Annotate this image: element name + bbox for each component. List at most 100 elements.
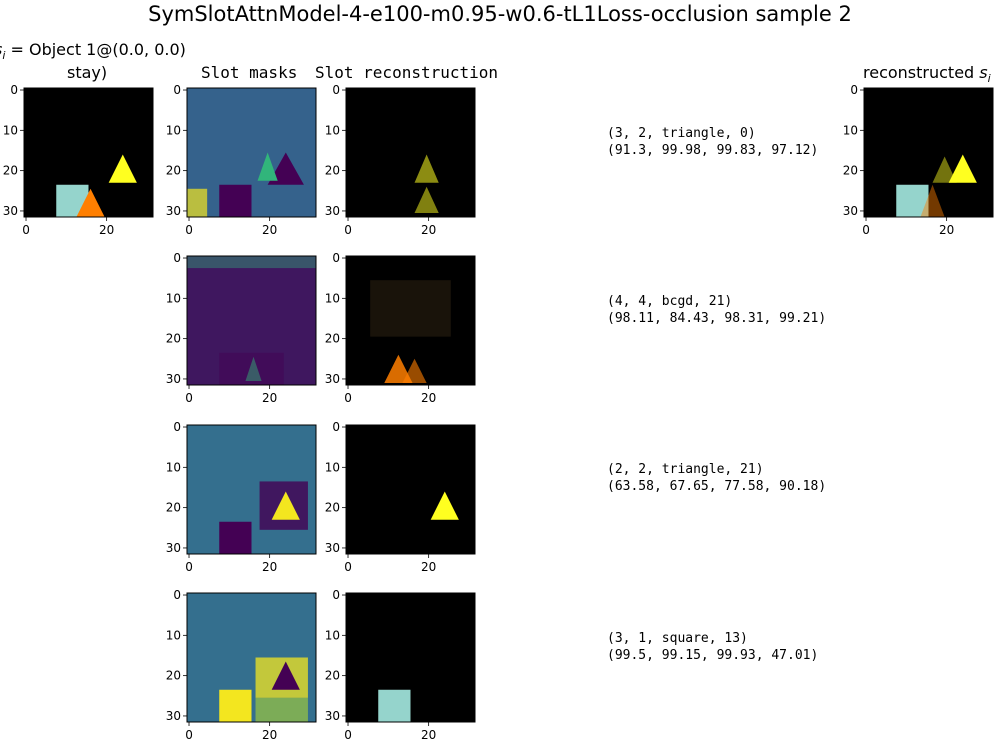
slot-3-recon-ytick-label-30: 30 — [325, 541, 340, 555]
slot-2-recon-xtick-label-20: 20 — [421, 391, 436, 405]
input-image: 0 10 20 30 0 20 — [3, 83, 154, 237]
reconstructed-image-xtick-label-20: 20 — [939, 223, 954, 237]
slot-2-mask-ytick-label-10: 10 — [166, 291, 181, 305]
slot-1-mask-xtick-label-0: 0 — [185, 223, 193, 237]
slot-3-recon-xtick-label-0: 0 — [344, 560, 352, 574]
slot-1-recon-blob-upper — [414, 154, 439, 183]
slot-3-recon: 0 10 20 30 0 20 — [325, 420, 476, 574]
slot-4-recon-ytick-label-10: 10 — [325, 628, 340, 642]
reconstructed-image-ytick-label-20: 20 — [843, 164, 858, 178]
reconstructed-image-ytick-label-0: 0 — [850, 83, 858, 97]
slot-3-mask-xtick-label-20: 20 — [262, 560, 277, 574]
slot-3-scores: (63.58, 67.65, 77.58, 90.18) — [607, 479, 827, 494]
slot-4-scores: (99.5, 99.15, 99.93, 47.01) — [607, 648, 819, 663]
slot-3-mask-xtick-label-0: 0 — [185, 560, 193, 574]
slot-4-recon-frame — [345, 592, 476, 723]
slot-1-recon-xtick-label-20: 20 — [421, 223, 436, 237]
reconstructed-image: 0 10 20 30 0 20 — [843, 83, 994, 237]
slot-1-recon-xtick-label-0: 0 — [344, 223, 352, 237]
slot-2-mask-ytick-label-30: 30 — [166, 372, 181, 386]
slot-4-recon: 0 10 20 30 0 20 — [325, 588, 476, 742]
slot-2-mask-dark-region — [219, 352, 284, 385]
slot-3-recon-xtick-label-20: 20 — [421, 560, 436, 574]
slot-1-mask-frame — [186, 87, 317, 218]
slot-2-mask-xtick-label-0: 0 — [185, 391, 193, 405]
reconstructed-image-square — [896, 184, 929, 217]
input-image-frame — [23, 87, 154, 218]
recon-header: Slot reconstruction — [315, 63, 499, 82]
slot-2-recon-ytick-label-20: 20 — [325, 332, 340, 346]
slot-4-recon-square — [378, 689, 411, 722]
input-image-ytick-label-20: 20 — [3, 164, 18, 178]
masks-header: Slot masks — [201, 63, 298, 82]
slot-1-recon: 0 10 20 30 0 20 — [325, 83, 476, 237]
slot-4-mask-xtick-label-20: 20 — [262, 728, 277, 742]
slot-1-recon-ytick-label-0: 0 — [332, 83, 340, 97]
slot-4-recon-ytick-label-0: 0 — [332, 588, 340, 602]
slot-2-recon-xtick-label-0: 0 — [344, 391, 352, 405]
slot-3-recon-ytick-label-20: 20 — [325, 501, 340, 515]
slot-1-scores: (91.3, 99.98, 99.83, 97.12) — [607, 143, 819, 158]
slot-2-recon-ytick-label-0: 0 — [332, 251, 340, 265]
slot-2-mask-frame — [186, 255, 317, 386]
input-image-xtick-label-0: 0 — [22, 223, 30, 237]
slot-2-recon-ytick-label-30: 30 — [325, 372, 340, 386]
slot-3-mask-ytick-label-0: 0 — [173, 420, 181, 434]
figure-title: SymSlotAttnModel-4-e100-m0.95-w0.6-tL1Lo… — [148, 2, 852, 26]
slot-1-recon-blob-lower — [414, 186, 439, 213]
slot-4-mask-ytick-label-30: 30 — [166, 709, 181, 723]
slot-1-recon-ytick-label-20: 20 — [325, 164, 340, 178]
slot-1-mask-ytick-label-20: 20 — [166, 164, 181, 178]
slot-1-tuple: (3, 2, triangle, 0) — [607, 126, 756, 141]
slot-2-tuple: (4, 4, bcgd, 21) — [607, 294, 733, 309]
slot-2-scores: (98.11, 84.43, 98.31, 99.21) — [607, 311, 827, 326]
slot-3-tuple: (2, 2, triangle, 21) — [607, 462, 764, 477]
slot-4-tuple: (3, 1, square, 13) — [607, 631, 748, 646]
input-header-line1: si = Object 1@(0.0, 0.0) — [0, 41, 186, 65]
slot-1-mask-xtick-label-20: 20 — [262, 223, 277, 237]
input-image-yellow-triangle — [108, 154, 137, 183]
slot-4-mask-lower-right — [255, 697, 308, 722]
slot-2-recon-orange-blob-2 — [402, 358, 427, 383]
slot-3-recon-ytick-label-10: 10 — [325, 460, 340, 474]
slot-2-recon-orange-blob-1 — [384, 354, 413, 383]
slot-3-mask-square-region — [219, 521, 252, 554]
slot-4-mask-xtick-label-0: 0 — [185, 728, 193, 742]
slot-4-mask: 0 10 20 30 0 20 — [166, 588, 317, 742]
slot-4-mask-square-region — [219, 689, 252, 722]
slot-1-recon-background — [346, 88, 475, 217]
input-header-line2: stay) — [67, 63, 108, 82]
slot-2-recon-noise — [370, 280, 451, 337]
slot-4-recon-xtick-label-20: 20 — [421, 728, 436, 742]
slot-4-recon-ytick-label-30: 30 — [325, 709, 340, 723]
slot-2-mask: 0 10 20 30 0 20 — [166, 251, 317, 405]
slot-2-mask-xtick-label-20: 20 — [262, 391, 277, 405]
slot-4-mask-ytick-label-10: 10 — [166, 628, 181, 642]
slot-1-mask-green-region — [257, 152, 278, 181]
slot-2-mask-ytick-label-0: 0 — [173, 251, 181, 265]
input-header-text: Object 1@(0.0, 0.0) — [28, 40, 186, 59]
slot-2-recon-frame — [345, 255, 476, 386]
slot-3-mask-ytick-label-20: 20 — [166, 501, 181, 515]
slot-1-mask-ytick-label-30: 30 — [166, 204, 181, 218]
slot-3-mask-triangle-region — [271, 491, 300, 520]
reconstructed-image-frame — [863, 87, 994, 218]
slot-4-mask-frame — [186, 592, 317, 723]
input-image-xtick-label-20: 20 — [99, 223, 114, 237]
slot-3-recon-triangle — [430, 491, 459, 520]
input-image-orange-triangle — [76, 188, 105, 217]
full-recon-header-text: reconstructed — [863, 63, 975, 82]
slot-1-recon-ytick-label-10: 10 — [325, 123, 340, 137]
slot-3-mask-ytick-label-30: 30 — [166, 541, 181, 555]
slot-3-recon-frame — [345, 424, 476, 555]
slot-1-mask-ytick-label-10: 10 — [166, 123, 181, 137]
slot-1-mask: 0 10 20 30 0 20 — [166, 83, 317, 237]
slot-1-mask-edge-yellow — [187, 188, 208, 217]
slot-2-mask-ytick-label-20: 20 — [166, 332, 181, 346]
slot-4-mask-ytick-label-0: 0 — [173, 588, 181, 602]
input-header-symbol: si = — [0, 40, 29, 63]
input-image-ytick-label-10: 10 — [3, 123, 18, 137]
reconstructed-image-yellow-triangle — [948, 154, 977, 183]
full-recon-header: reconstructed si — [863, 63, 991, 86]
